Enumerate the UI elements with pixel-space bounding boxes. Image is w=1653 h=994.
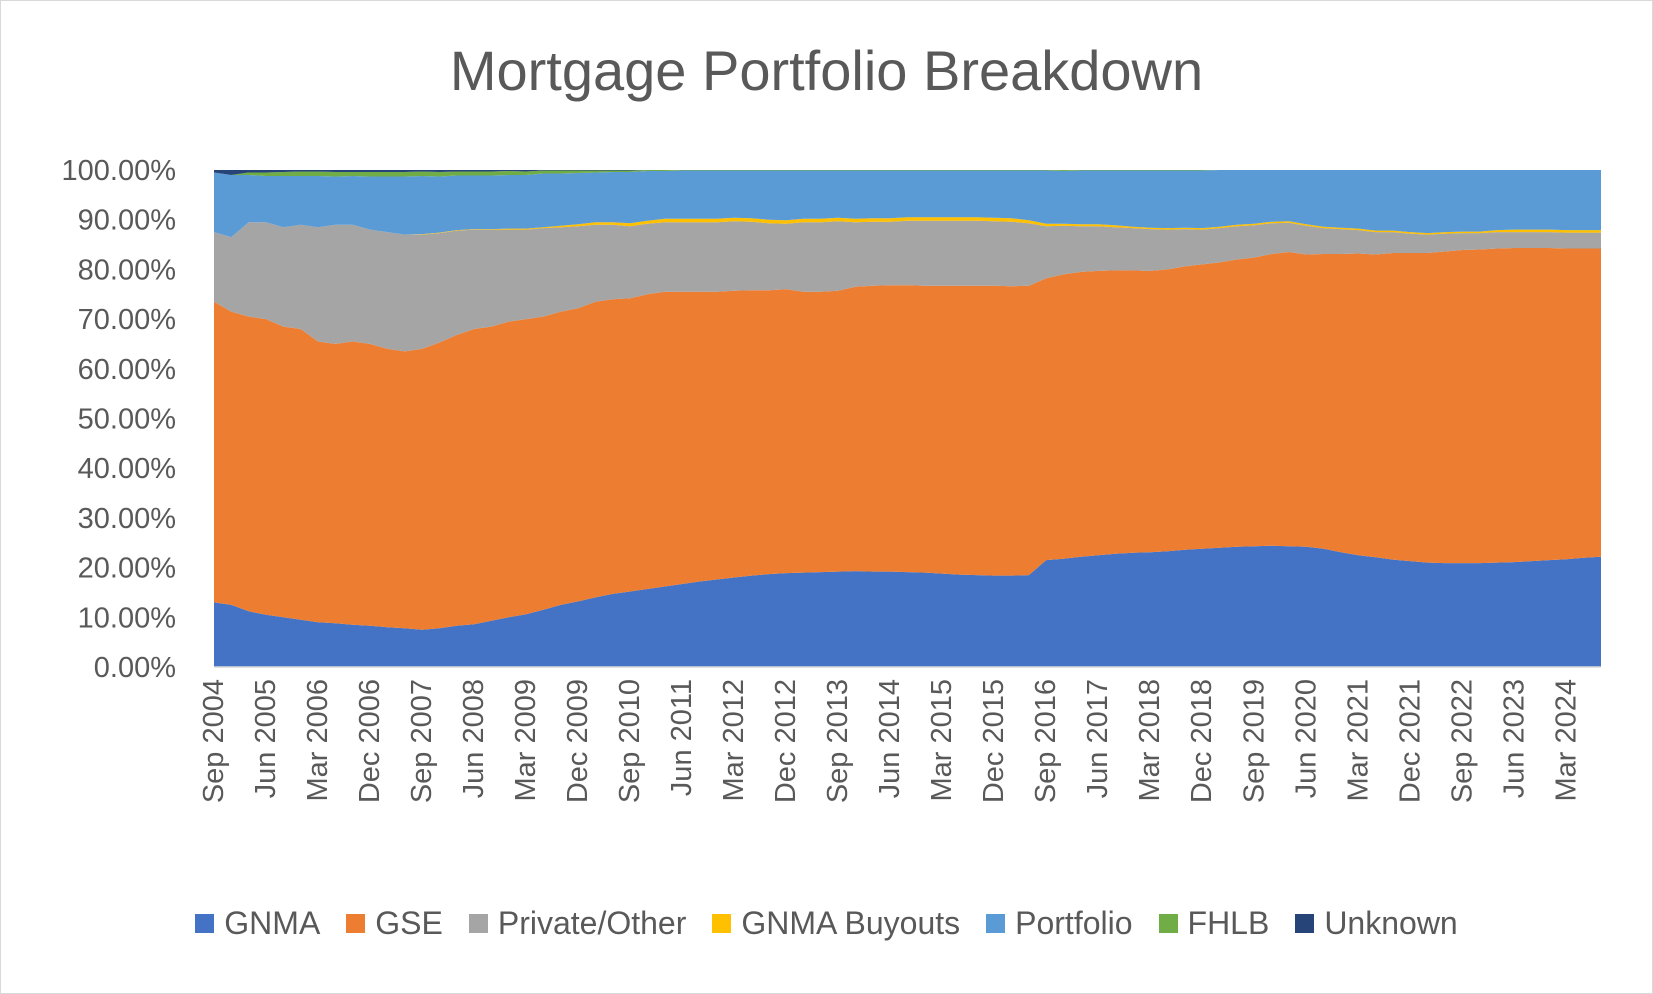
x-tick-label: Sep 2016 [1030,679,1062,803]
legend-swatch [1158,914,1178,933]
x-axis: Sep 2004 Jun 2005 Mar 2006 Dec 2006 Sep 2007… [198,679,1582,803]
y-tick-label: 20.00% [78,553,176,585]
legend-item: Unknown [1295,905,1458,942]
x-tick-label: Jun 2017 [1082,679,1114,798]
legend-item: GNMA Buyouts [712,905,960,942]
area-series-gse [214,248,1601,630]
y-tick-label: 70.00% [78,304,176,336]
y-tick-label: 80.00% [78,254,176,286]
x-tick-label: Mar 2024 [1550,679,1582,802]
x-tick-label: Sep 2022 [1446,679,1478,803]
x-tick-label: Sep 2013 [822,679,854,803]
legend-swatch [986,914,1006,933]
x-tick-label: Dec 2018 [1186,679,1218,803]
x-tick-label: Jun 2005 [250,679,282,798]
x-tick-label: Sep 2007 [406,679,438,803]
x-tick-label: Sep 2004 [198,679,230,803]
x-tick-label: Jun 2020 [1290,679,1322,798]
x-tick-label: Dec 2015 [978,679,1010,803]
x-tick-label: Jun 2008 [458,679,490,798]
legend-item: Private/Other [468,905,687,942]
x-tick-label: Mar 2018 [1134,679,1166,802]
x-tick-label: Sep 2019 [1238,679,1270,803]
legend-swatch [346,914,366,933]
area-series-group [214,170,1601,667]
legend-label: Private/Other [497,905,687,941]
x-tick-label: Dec 2009 [562,679,594,803]
legend-item: GSE [346,905,443,942]
x-tick-label: Mar 2021 [1342,679,1374,802]
x-tick-label: Mar 2012 [718,679,750,802]
legend-label: GNMA Buyouts [741,905,961,941]
y-tick-label: 50.00% [78,404,176,436]
y-tick-label: 100.00% [62,155,177,187]
chart-title: Mortgage Portfolio Breakdown [449,39,1204,102]
area-series-private-other [214,220,1601,352]
area-series-fhlb [214,170,1601,177]
legend-swatch [468,914,488,933]
legend-label: Unknown [1324,905,1458,941]
legend: GNMA GSE Private/Other GNMA Buyouts Portfoli… [0,905,1653,942]
legend-item: Portfolio [986,905,1133,942]
area-series-gnma [214,545,1601,667]
area-series-portfolio [214,170,1601,238]
legend-label: Portfolio [1015,905,1133,941]
legend-label: GSE [375,905,443,941]
area-series-unknown [214,170,1601,175]
y-axis: 0.00% 10.00% 20.00% 30.00% 40.00% 50.00% 60.00… [62,155,177,684]
legend-label: GNMA [224,905,321,941]
x-tick-label: Dec 2012 [770,679,802,803]
x-tick-label: Jun 2011 [666,679,698,796]
x-tick-label: Mar 2009 [510,679,542,802]
area-series-gnma-buyouts [214,217,1601,238]
legend-swatch [712,914,732,933]
legend-label: FHLB [1187,905,1270,941]
y-tick-label: 30.00% [78,503,176,535]
legend-item: FHLB [1158,905,1270,942]
x-tick-label: Mar 2006 [302,679,334,802]
legend-item: GNMA [195,905,320,942]
legend-swatch [1295,914,1315,933]
x-tick-label: Mar 2015 [926,679,958,802]
y-tick-label: 60.00% [78,354,176,386]
y-tick-label: 0.00% [94,652,176,684]
x-tick-label: Dec 2006 [354,679,386,803]
y-tick-label: 10.00% [78,602,176,634]
x-tick-label: Sep 2010 [614,679,646,803]
y-tick-label: 90.00% [78,205,176,237]
x-tick-label: Jun 2014 [874,679,906,798]
legend-swatch [195,914,215,933]
y-tick-label: 40.00% [78,453,176,485]
x-tick-label: Jun 2023 [1498,679,1530,798]
x-tick-label: Dec 2021 [1394,679,1426,803]
